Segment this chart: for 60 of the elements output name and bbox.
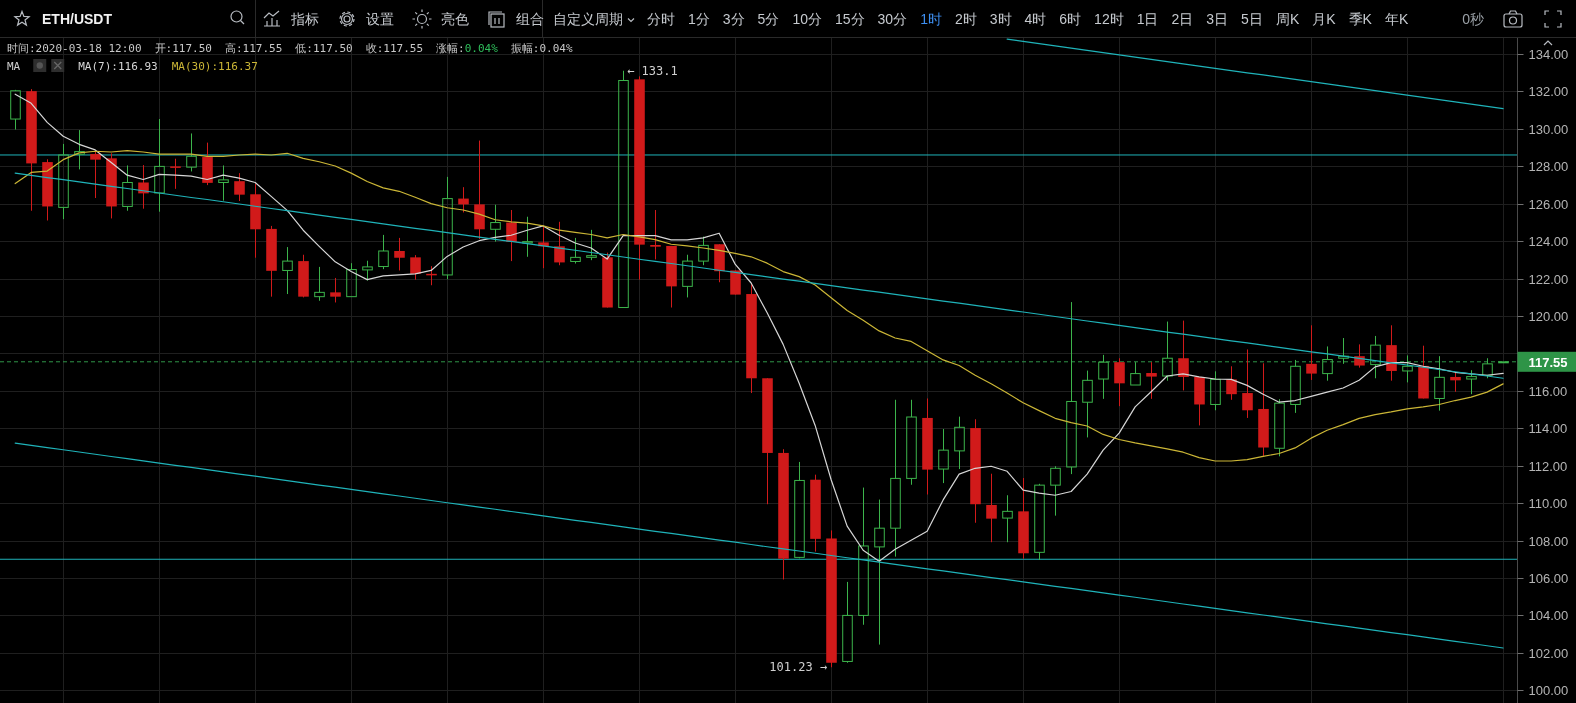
text: 月K	[1312, 11, 1337, 27]
annotation: ← 133.1	[627, 63, 678, 78]
text: 1时	[920, 11, 942, 27]
text: 2时	[954, 11, 977, 27]
y-tick-label: 130.00	[1528, 122, 1569, 137]
y-tick-label: 102.00	[1528, 646, 1569, 661]
text: 组合	[516, 11, 544, 27]
annotation: 时间:2020-03-18 12:00	[7, 41, 142, 55]
line-series	[14, 172, 1504, 379]
y-tick-label: 116.00	[1528, 384, 1568, 399]
text: 自定义周期	[553, 11, 623, 27]
text: 10分	[792, 11, 822, 27]
y-tick-label: 106.00	[1528, 571, 1569, 586]
y-tick-label: 104.00	[1528, 608, 1569, 623]
annotation: 高:117.55	[224, 41, 283, 55]
text: 0秒	[1462, 11, 1484, 27]
text: 30分	[877, 11, 908, 27]
text: 周K	[1275, 11, 1300, 27]
annotation: 开:117.50	[154, 41, 212, 55]
chart-title: ETH/USDT	[42, 11, 113, 27]
text: 3日	[1206, 11, 1229, 27]
y-tick-label: 124.00	[1528, 234, 1569, 249]
text: 季K	[1348, 11, 1373, 27]
y-tick-label: 100.00	[1528, 683, 1569, 698]
y-tick-label: 114.00	[1528, 421, 1568, 436]
text: 3时	[989, 11, 1012, 27]
text: 指标	[290, 11, 319, 27]
text: 亮色	[441, 11, 469, 27]
text: 4时	[1024, 11, 1047, 27]
text: 年K	[1384, 11, 1409, 27]
text: 12时	[1094, 11, 1124, 27]
y-tick-label: 132.00	[1528, 84, 1569, 99]
annotation: 101.23 →	[769, 660, 828, 675]
annotation: 涨幅:0.04%	[436, 41, 499, 55]
text: 2日	[1171, 11, 1194, 27]
text: 1日	[1136, 11, 1159, 27]
y-tick-label: 128.00	[1528, 159, 1569, 174]
annotation: 振幅:0.04%	[510, 41, 573, 55]
annotation: 低:117.50	[295, 41, 353, 55]
text: 15分	[834, 11, 865, 27]
y-tick-label: 126.00	[1528, 197, 1569, 212]
legend-title: MA	[7, 60, 21, 73]
line-series	[14, 150, 1504, 462]
ref-line-label: 117.55	[1528, 354, 1568, 370]
text: 1分	[688, 11, 710, 27]
y-tick-label: 112.00	[1528, 459, 1568, 474]
text: 5分	[757, 11, 780, 27]
legend: MA MA(7):116.93 MA(30):116.37	[7, 59, 258, 73]
y-tick-label: 110.00	[1528, 496, 1568, 511]
y-tick-label: 108.00	[1528, 534, 1569, 549]
y-tick-label: 122.00	[1528, 272, 1569, 287]
line-series	[1006, 38, 1504, 110]
text: 3分	[722, 11, 745, 27]
text: 分时	[647, 11, 675, 27]
y-tick-label: 120.00	[1528, 309, 1569, 324]
annotation: 收:117.55	[365, 41, 424, 55]
text: 设置	[366, 11, 394, 27]
y-tick-label: 134.00	[1528, 47, 1569, 62]
text: 5日	[1241, 11, 1263, 27]
text: 6时	[1059, 11, 1082, 27]
